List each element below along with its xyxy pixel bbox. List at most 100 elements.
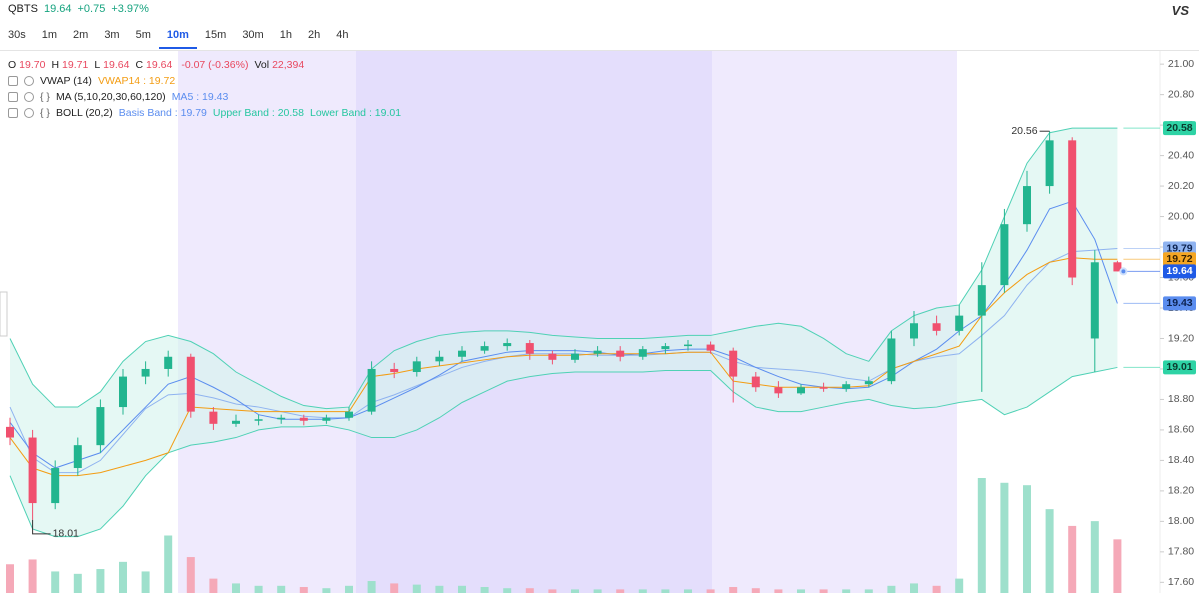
- candle-body: [1045, 140, 1054, 187]
- close-icon[interactable]: [8, 92, 18, 102]
- last-price: 19.64: [43, 3, 72, 15]
- change: +0.75: [77, 3, 106, 15]
- indicator-row: VWAP (14) VWAP14 : 19.72: [8, 73, 401, 89]
- quote-header: QBTS 19.64 +0.75 +3.97%: [8, 3, 149, 15]
- volume-bar: [186, 557, 195, 593]
- indicator-line: [9, 127, 1118, 410]
- ohlc-row: O 19.70 H 19.71 L 19.64 C 19.64 -0.07 (-0.36%) Vo…: [8, 57, 401, 73]
- indicator-title: BOLL (20,2): [55, 107, 113, 119]
- candle-body: [864, 381, 873, 385]
- volume-bar: [571, 589, 579, 593]
- y-tick-label: 17.60: [1168, 576, 1194, 588]
- timeframe-button[interactable]: 3m: [104, 29, 120, 41]
- candle-body: [254, 419, 263, 421]
- volume-bar: [548, 589, 557, 593]
- volume-bar: [1023, 485, 1031, 593]
- candle-body: [661, 346, 670, 350]
- candle-body: [819, 387, 828, 389]
- candle-body: [232, 420, 240, 424]
- ohlc-item: O 19.70: [8, 59, 45, 71]
- candle-body: [548, 353, 557, 360]
- volume-bar: [367, 581, 376, 593]
- indicator-readout: Upper Band : 20.58: [212, 107, 304, 119]
- candle-body: [51, 468, 60, 504]
- price-tag: [1163, 121, 1196, 136]
- ohlc-label: L: [94, 59, 101, 71]
- timeframe-button[interactable]: 1h: [279, 29, 292, 41]
- volume-bar: [955, 578, 964, 593]
- timeframe-button[interactable]: 30m: [242, 29, 264, 41]
- timeframe-button[interactable]: 2h: [307, 29, 321, 41]
- candle-body: [367, 368, 376, 412]
- candle-body: [73, 445, 82, 469]
- volume-bar: [1068, 525, 1077, 593]
- timeframe-button[interactable]: 30s: [8, 29, 26, 41]
- candle-body: [1090, 262, 1099, 339]
- y-tick-label: 20.80: [1168, 88, 1194, 100]
- candle-body: [28, 437, 37, 504]
- logo: VS: [1171, 3, 1189, 18]
- timeframe-button[interactable]: 2m: [73, 29, 89, 41]
- candle-body: [910, 323, 918, 339]
- candle-body: [299, 417, 308, 421]
- volume-bar: [277, 585, 286, 593]
- timeframe-button[interactable]: 4h: [336, 29, 349, 41]
- volume-bar: [751, 588, 760, 593]
- volume-bar: [864, 589, 873, 593]
- close-icon[interactable]: [8, 108, 18, 118]
- symbol: QBTS: [8, 3, 38, 15]
- candle-body: [638, 349, 647, 357]
- close-icon[interactable]: [8, 76, 18, 86]
- y-tick-label: 21.00: [1168, 58, 1194, 70]
- candle-body: [1000, 224, 1009, 286]
- candle-body: [345, 411, 353, 418]
- price-tag: [1163, 296, 1196, 311]
- candle-body: [616, 350, 625, 357]
- volume-bar: [28, 559, 37, 593]
- low-label: 18.01: [53, 528, 79, 540]
- indicator-row: { } BOLL (20,2) Basis Band : 19.79 Upper Ba…: [8, 105, 401, 121]
- ohlc-value: 19.64: [146, 59, 173, 71]
- candle-body: [209, 411, 218, 424]
- indicator-row: { } MA (5,10,20,30,60,120) MA5 : 19.43: [8, 89, 401, 105]
- ohlc-item: C 19.64: [135, 59, 172, 71]
- candle-body: [706, 344, 715, 351]
- timeframe-button[interactable]: 15m: [204, 29, 227, 41]
- volume-bar: [1090, 521, 1099, 593]
- timeframe-button[interactable]: 1m: [41, 29, 58, 41]
- volume-bar: [797, 589, 805, 593]
- candle-body: [458, 350, 466, 357]
- ohlc-label: H: [51, 59, 60, 71]
- ohlc-value: 19.70: [19, 59, 46, 71]
- ohlc-item: L 19.64: [94, 59, 129, 71]
- candle-body: [322, 417, 331, 421]
- candle-body: [6, 426, 14, 438]
- candle-body: [593, 350, 602, 354]
- ohlc-label: Vol: [254, 59, 270, 71]
- visibility-icon[interactable]: [24, 92, 34, 102]
- candle-body: [96, 407, 105, 446]
- timeframe-button[interactable]: 5m: [135, 29, 151, 41]
- candle-body: [480, 346, 489, 351]
- candle-body: [164, 356, 173, 369]
- volume-bar: [638, 589, 647, 593]
- volume-bar: [1000, 482, 1009, 593]
- volume-bar: [684, 589, 692, 593]
- visibility-icon[interactable]: [24, 76, 34, 86]
- y-tick-label: 17.80: [1168, 546, 1194, 558]
- candle-body: [1068, 140, 1077, 278]
- visibility-icon[interactable]: [24, 108, 34, 118]
- high-label: 20.56: [1011, 125, 1037, 137]
- side-handle[interactable]: [0, 291, 8, 337]
- indicator-readout: Basis Band : 19.79: [118, 107, 207, 119]
- volume-bar: [345, 585, 353, 593]
- price-tag-label: 19.43: [1166, 297, 1192, 309]
- volume-bar: [729, 587, 738, 593]
- volume-bar: [661, 589, 670, 593]
- candle-body: [797, 387, 805, 394]
- volume-bar: [209, 578, 218, 593]
- candle-body: [842, 384, 851, 389]
- timeframe-button[interactable]: 10m: [158, 29, 197, 49]
- volume-bar: [412, 584, 421, 593]
